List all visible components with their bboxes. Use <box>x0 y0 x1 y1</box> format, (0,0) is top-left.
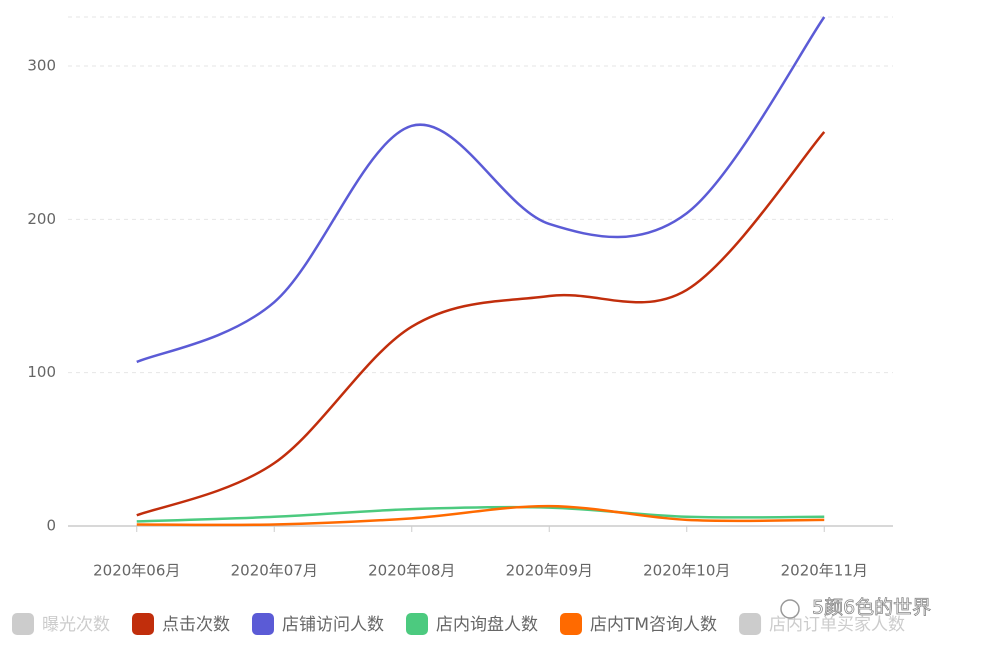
legend-label: 曝光次数 <box>42 615 110 635</box>
legend-label: 点击次数 <box>162 615 230 635</box>
legend-label: 店铺访问人数 <box>282 615 384 635</box>
legend-item: 点击次数 <box>132 613 230 635</box>
y-tick-label: 200 <box>27 210 56 228</box>
x-tick-label: 2020年07月 <box>231 562 318 580</box>
x-tick-label: 2020年08月 <box>368 562 455 580</box>
watermark: 5颜6色的世界 <box>812 597 931 619</box>
legend-label: 店内TM咨询人数 <box>590 615 717 635</box>
legend-icon <box>12 613 34 635</box>
series-line <box>136 16 826 364</box>
y-tick-label: 100 <box>27 363 56 381</box>
legend-label: 店内订单买家人数 <box>769 615 905 635</box>
x-tick-label: 2020年06月 <box>93 562 180 580</box>
x-tick-label: 2020年10月 <box>643 562 730 580</box>
legend-icon <box>560 613 582 635</box>
legend-icon <box>252 613 274 635</box>
series-line <box>136 505 825 523</box>
legend-icon <box>132 613 154 635</box>
legend-icon <box>739 613 762 635</box>
series-line <box>136 504 825 527</box>
x-tick-label: 2020年09月 <box>506 562 593 580</box>
legend-item: 店铺访问人数 <box>252 613 384 635</box>
series-line <box>136 131 826 517</box>
y-tick-label: 0 <box>46 517 56 535</box>
legend-label: 店内询盘人数 <box>436 615 538 635</box>
legend-icon <box>406 613 428 635</box>
legend-item: 店内询盘人数 <box>406 613 538 635</box>
x-tick-label: 2020年11月 <box>781 562 868 580</box>
legend-item: 店内TM咨询人数 <box>560 613 717 635</box>
watermark-icon <box>780 599 800 619</box>
y-tick-label: 300 <box>27 57 56 75</box>
legend-item: 店内订单买家人数 <box>739 613 905 635</box>
legend-item: 曝光次数 <box>12 613 110 635</box>
